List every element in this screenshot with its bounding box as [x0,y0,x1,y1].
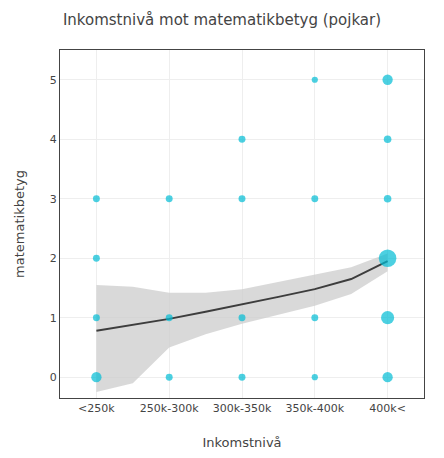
svg-text:3: 3 [50,193,57,206]
svg-text:250k-300k: 250k-300k [140,402,199,415]
svg-text:5: 5 [50,74,57,87]
svg-text:<250k: <250k [78,402,115,415]
svg-text:400k<: 400k< [369,402,406,415]
svg-text:Inkomstnivå: Inkomstnivå [202,435,281,450]
svg-text:350k-400k: 350k-400k [285,402,344,415]
svg-text:1: 1 [50,312,57,325]
svg-text:2: 2 [50,252,57,265]
svg-text:matematikbetyg: matematikbetyg [12,170,27,278]
svg-text:0: 0 [50,371,57,384]
svg-text:300k-350k: 300k-350k [213,402,272,415]
svg-text:Inkomstnivå mot matematikbetyg: Inkomstnivå mot matematikbetyg (pojkar) [63,11,381,29]
svg-text:4: 4 [50,133,57,146]
